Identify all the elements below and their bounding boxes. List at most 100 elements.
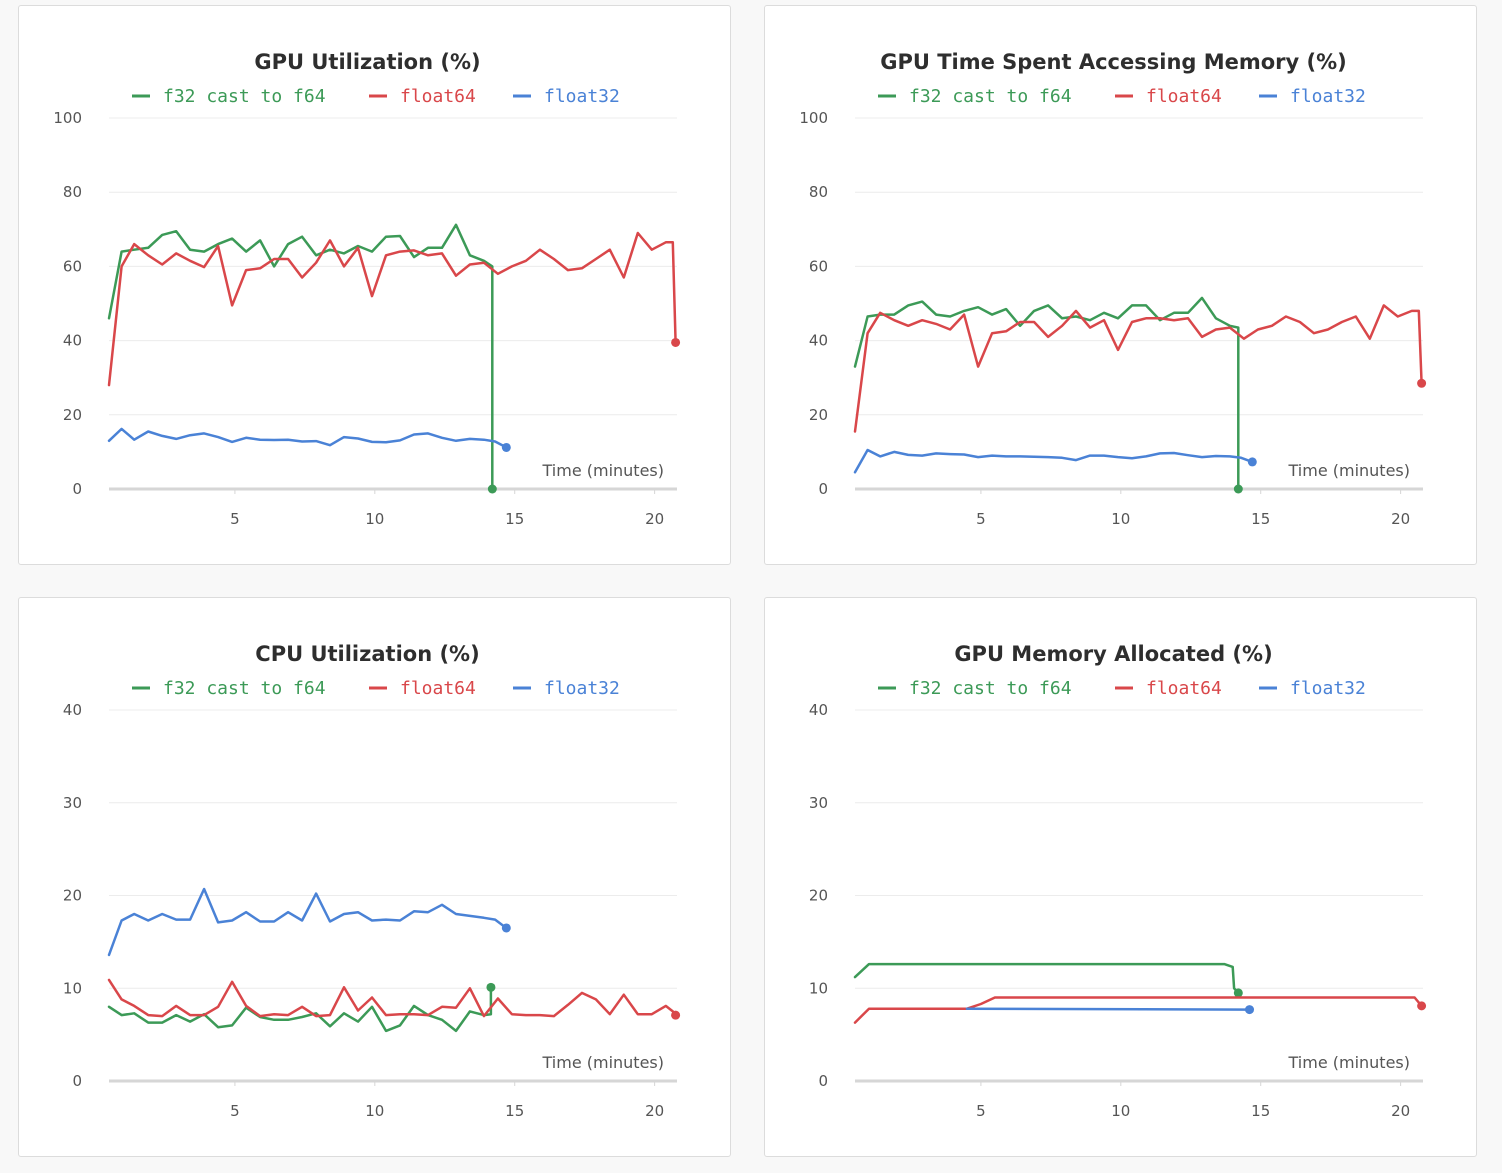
legend-item-float32[interactable]: float32 bbox=[1259, 678, 1366, 699]
series-end-marker-float64[interactable] bbox=[1417, 1001, 1427, 1011]
y-tick-label: 0 bbox=[818, 1072, 828, 1090]
x-tick-label: 20 bbox=[645, 510, 664, 528]
y-tick-label: 40 bbox=[63, 332, 82, 350]
y-tick-label: 0 bbox=[72, 1072, 82, 1090]
chart-svg: GPU Memory Allocated (%) f32 cast to f64 f… bbox=[809, 642, 1427, 1120]
x-tick-label: 10 bbox=[1111, 1102, 1130, 1120]
legend-label: float32 bbox=[544, 678, 620, 699]
series-line-f32-cast-to-f64[interactable] bbox=[107, 223, 494, 491]
chart-panel-gpu-memory-allocated: GPU Memory Allocated (%) f32 cast to f64 f… bbox=[764, 597, 1477, 1157]
legend-item-float64[interactable]: float64 bbox=[1115, 86, 1222, 107]
series-end-marker-f32-cast-to-f64[interactable] bbox=[1233, 484, 1243, 494]
y-tick-label: 30 bbox=[809, 794, 828, 812]
series-line-float64[interactable] bbox=[107, 231, 677, 387]
y-tick-label: 20 bbox=[809, 406, 828, 424]
legend-label: f32 cast to f64 bbox=[163, 86, 326, 107]
y-tick-label: 20 bbox=[63, 887, 82, 905]
y-tick-label: 20 bbox=[63, 406, 82, 424]
series-line-f32-cast-to-f64[interactable] bbox=[853, 962, 1240, 995]
legend-label: f32 cast to f64 bbox=[909, 86, 1072, 107]
x-tick-label: 5 bbox=[976, 1102, 986, 1120]
y-tick-label: 100 bbox=[53, 109, 82, 127]
legend-item-float64[interactable]: float64 bbox=[369, 678, 476, 699]
y-tick-label: 40 bbox=[809, 701, 828, 719]
y-tick-label: 60 bbox=[63, 257, 82, 275]
y-tick-label: 10 bbox=[809, 979, 828, 997]
legend-label: float32 bbox=[1290, 678, 1366, 699]
series-line-float32[interactable] bbox=[965, 1007, 1251, 1011]
y-tick-label: 0 bbox=[72, 480, 82, 498]
series-line-f32-cast-to-f64[interactable] bbox=[853, 296, 1240, 491]
series-end-marker-f32-cast-to-f64[interactable] bbox=[487, 484, 497, 494]
chart-title: GPU Time Spent Accessing Memory (%) bbox=[880, 50, 1347, 74]
series-end-marker-f32-cast-to-f64[interactable] bbox=[1233, 988, 1243, 998]
y-tick-label: 100 bbox=[799, 109, 828, 127]
chart-title: GPU Utilization (%) bbox=[254, 50, 480, 74]
y-tick-label: 30 bbox=[63, 794, 82, 812]
y-tick-label: 80 bbox=[63, 183, 82, 201]
series-line-float64[interactable] bbox=[853, 996, 1423, 1024]
x-tick-label: 10 bbox=[1111, 510, 1130, 528]
y-tick-label: 10 bbox=[63, 979, 82, 997]
legend-item-float64[interactable]: float64 bbox=[1115, 678, 1222, 699]
chart-svg: GPU Utilization (%) f32 cast to f64 float6… bbox=[53, 50, 681, 528]
chart-title: GPU Memory Allocated (%) bbox=[954, 642, 1272, 666]
y-tick-label: 40 bbox=[809, 332, 828, 350]
x-tick-label: 5 bbox=[230, 1102, 240, 1120]
x-tick-label: 10 bbox=[365, 1102, 384, 1120]
series-end-marker-float32[interactable] bbox=[1245, 1005, 1255, 1015]
legend-label: float64 bbox=[400, 86, 476, 107]
legend-label: f32 cast to f64 bbox=[163, 678, 326, 699]
chart-svg: CPU Utilization (%) f32 cast to f64 float6… bbox=[63, 642, 681, 1120]
legend-item-f32-cast-to-f64[interactable]: f32 cast to f64 bbox=[878, 678, 1072, 699]
x-tick-label: 15 bbox=[505, 510, 524, 528]
x-axis-title: Time (minutes) bbox=[1288, 461, 1411, 480]
chart-panel-gpu-memory-access: GPU Time Spent Accessing Memory (%) f32 c… bbox=[764, 5, 1477, 565]
series-line-float32[interactable] bbox=[853, 448, 1254, 474]
series-end-marker-float32[interactable] bbox=[501, 923, 511, 933]
series-end-marker-float32[interactable] bbox=[501, 442, 511, 452]
legend-label: float32 bbox=[544, 86, 620, 107]
x-tick-label: 15 bbox=[505, 1102, 524, 1120]
legend-label: float64 bbox=[1146, 678, 1222, 699]
chart-panel-cpu-utilization: CPU Utilization (%) f32 cast to f64 float6… bbox=[18, 597, 731, 1157]
legend-item-float32[interactable]: float32 bbox=[513, 86, 620, 107]
legend-label: float64 bbox=[1146, 86, 1222, 107]
series-line-float64[interactable] bbox=[107, 978, 677, 1018]
series-end-marker-float64[interactable] bbox=[671, 337, 681, 347]
y-tick-label: 20 bbox=[809, 887, 828, 905]
legend-item-float32[interactable]: float32 bbox=[1259, 86, 1366, 107]
series-end-marker-float32[interactable] bbox=[1247, 457, 1257, 467]
x-tick-label: 5 bbox=[230, 510, 240, 528]
series-line-float32[interactable] bbox=[107, 427, 508, 449]
chart-panel-gpu-utilization: GPU Utilization (%) f32 cast to f64 float6… bbox=[18, 5, 731, 565]
x-axis-title: Time (minutes) bbox=[542, 1053, 665, 1072]
series-end-marker-f32-cast-to-f64[interactable] bbox=[486, 982, 496, 992]
x-tick-label: 20 bbox=[645, 1102, 664, 1120]
y-tick-label: 0 bbox=[818, 480, 828, 498]
x-axis-title: Time (minutes) bbox=[1288, 1053, 1411, 1072]
legend-label: f32 cast to f64 bbox=[909, 678, 1072, 699]
x-tick-label: 10 bbox=[365, 510, 384, 528]
legend-label: float32 bbox=[1290, 86, 1366, 107]
chart-svg: GPU Time Spent Accessing Memory (%) f32 c… bbox=[799, 50, 1427, 528]
series-end-marker-float64[interactable] bbox=[671, 1010, 681, 1020]
y-tick-label: 80 bbox=[809, 183, 828, 201]
x-axis-title: Time (minutes) bbox=[542, 461, 665, 480]
x-tick-label: 15 bbox=[1251, 1102, 1270, 1120]
x-tick-label: 20 bbox=[1391, 510, 1410, 528]
series-end-marker-float64[interactable] bbox=[1417, 378, 1427, 388]
y-tick-label: 60 bbox=[809, 257, 828, 275]
legend-item-f32-cast-to-f64[interactable]: f32 cast to f64 bbox=[132, 678, 326, 699]
y-tick-label: 40 bbox=[63, 701, 82, 719]
series-line-float32[interactable] bbox=[107, 887, 508, 957]
legend-item-float32[interactable]: float32 bbox=[513, 678, 620, 699]
x-tick-label: 5 bbox=[976, 510, 986, 528]
series-line-float64[interactable] bbox=[853, 304, 1423, 433]
legend-item-f32-cast-to-f64[interactable]: f32 cast to f64 bbox=[878, 86, 1072, 107]
series-line-f32-cast-to-f64[interactable] bbox=[107, 986, 493, 1033]
legend-item-float64[interactable]: float64 bbox=[369, 86, 476, 107]
chart-title: CPU Utilization (%) bbox=[255, 642, 479, 666]
x-tick-label: 15 bbox=[1251, 510, 1270, 528]
legend-item-f32-cast-to-f64[interactable]: f32 cast to f64 bbox=[132, 86, 326, 107]
